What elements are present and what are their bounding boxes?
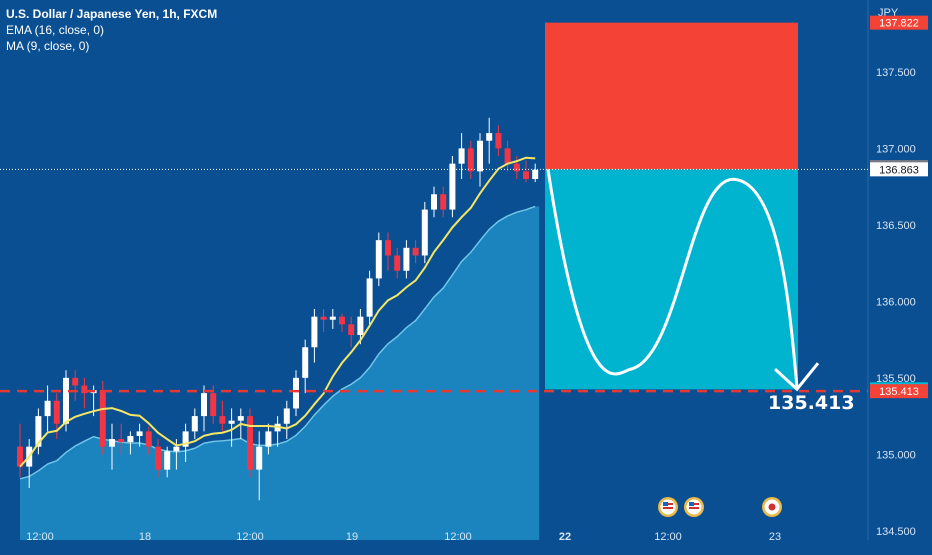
candle-body [458,148,465,164]
candle-body [477,140,483,172]
candle-body [72,377,79,386]
projection-arrowhead [773,362,820,392]
x-tick-label: 18 [139,531,151,543]
take-profit-zone [545,169,798,390]
ma-indicator-label: MA (9, close, 0) [6,39,90,53]
flag-sun [768,503,776,511]
candle-body [118,439,125,443]
x-tick-label: 19 [346,531,358,543]
x-tick-label: 23 [769,531,781,543]
candle-body [191,416,198,432]
flag-canton [689,502,694,506]
candle-body [348,324,355,336]
price-tag: 135.413 [879,386,919,398]
candle-body [403,247,410,271]
ema-area-fill [20,206,540,541]
candle-body [219,416,226,424]
flag-stripe [663,507,673,509]
flag-stripe [689,507,699,509]
candle-body [201,393,207,417]
candle-body [127,435,134,443]
candle-body [366,278,373,317]
candle-body [17,446,23,467]
economic-event-icon[interactable] [658,497,678,517]
candle-body [320,316,327,320]
symbol-line: U.S. Dollar / Japanese Yen, 1h, FXCM [6,7,218,21]
candle-body [136,431,143,436]
candle-body [385,240,391,256]
price-tag: 137.822 [879,18,919,30]
y-tick-label: 137.000 [876,143,916,155]
y-tick-label: 135.000 [876,449,916,461]
candle-body [237,416,244,421]
candle-body [421,209,428,256]
y-tick-label: 136.500 [876,220,916,232]
candle-body [431,194,437,210]
stop-loss-zone [545,22,798,170]
flag-canton [663,502,668,506]
ema-indicator-label: EMA (16, close, 0) [6,23,105,37]
candle-body [53,400,60,424]
candle-body [99,390,106,447]
candle-body [523,171,529,179]
target-price-label: 135.413 [768,392,855,414]
candle-body [394,255,401,271]
candle-body [228,420,235,424]
candle-body [164,451,171,470]
candle-body [486,133,493,141]
candle-body [63,377,69,424]
x-tick-label: 12:00 [26,531,54,543]
candle-body [81,385,88,394]
candle-body [210,393,217,417]
x-tick-label: 12:00 [444,531,472,543]
candle-body [329,316,336,320]
price-tag-bg [870,162,928,177]
economic-event-icon[interactable] [762,497,782,517]
candle-body [302,347,309,378]
candle-body [256,446,263,470]
candle-body [375,240,382,279]
candle-body [495,133,502,149]
price-tag-bg [870,384,928,399]
candle-body [44,400,51,417]
candle-body [440,194,447,210]
candle-body [109,439,115,447]
x-tick-label: 12:00 [236,531,264,543]
candle-body [412,247,419,256]
economic-event-icon[interactable] [684,497,704,517]
candle-body [35,416,42,447]
candle-body [182,431,189,447]
candle-body [173,446,180,452]
y-tick-label: 136.000 [876,296,916,308]
candle-body [283,408,290,424]
candle-body [449,163,456,210]
ma-line [19,156,536,468]
chart-legend: U.S. Dollar / Japanese Yen, 1h, FXCM EMA… [6,6,217,54]
candle-body [155,446,161,470]
candle-body [513,163,520,172]
y-tick-label: 135.500 [876,373,916,385]
y-tick-label: 134.500 [876,526,916,538]
y-tick-label: 137.500 [876,67,916,79]
x-tick-label: 22 [559,531,571,543]
price-tag: 136.863 [879,164,919,176]
candle-body [247,416,253,470]
candle-body [504,148,511,164]
candle-body [293,377,299,409]
candle-body [339,316,345,325]
projection-curve [546,169,799,388]
x-tick-label: 12:00 [654,531,682,543]
candle-body [532,169,539,179]
candle-body [145,431,152,447]
candle-body [265,431,272,447]
candle-body [357,316,364,336]
price-tag-bg [870,15,928,30]
candle-body [467,148,474,172]
candle-body [311,316,318,348]
